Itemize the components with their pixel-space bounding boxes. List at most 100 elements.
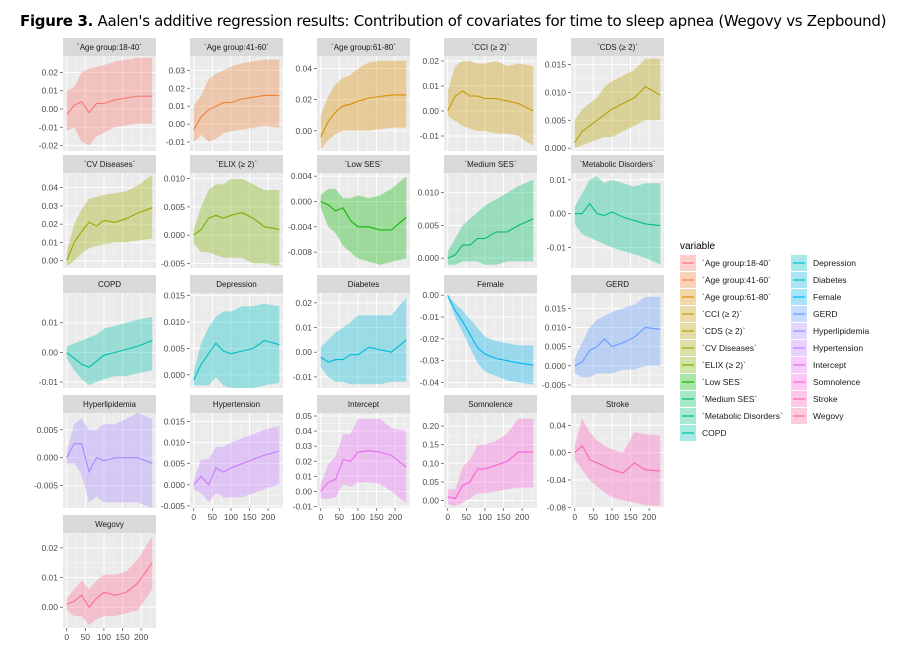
facet-strip xyxy=(571,395,664,413)
legend-label: `Age group:61-80` xyxy=(702,292,771,302)
facet-strip xyxy=(63,275,156,293)
x-tick-label: 200 xyxy=(388,512,402,522)
y-tick-label: -0.01 xyxy=(420,312,440,322)
y-tick-label: 0.00 xyxy=(41,602,58,612)
facet-strip-label: Depression xyxy=(216,280,256,289)
figure-caption: Aalen's additive regression results: Con… xyxy=(97,12,887,30)
y-tick-label: 0.05 xyxy=(422,477,439,487)
y-tick-label: 0.03 xyxy=(295,441,312,451)
y-tick-label: 0.15 xyxy=(422,440,439,450)
estimate-line xyxy=(66,207,153,261)
y-tick-label: 0.00 xyxy=(41,256,58,266)
facet-panel: `Age group:18-40` -0.02 -0.01 0.00 0.01 0.02 xyxy=(39,38,156,151)
legend-label: Wegovy xyxy=(813,411,844,421)
facet-panel: `ELIX (≥ 2)` -0.005 0.000 0.005 0.010 xyxy=(161,155,283,268)
y-tick-label: 0.000 xyxy=(164,370,186,380)
y-tick-label: 0.015 xyxy=(545,303,567,313)
y-tick-label: 0.00 xyxy=(295,347,312,357)
confidence-ribbon xyxy=(193,178,280,267)
y-tick-label: 0.010 xyxy=(164,317,186,327)
legend-item: `CV Diseases` xyxy=(680,340,757,356)
confidence-ribbon xyxy=(66,174,153,267)
facet-strip-label: `CV Diseases` xyxy=(84,160,136,169)
facet-strip xyxy=(444,38,537,56)
y-tick-label: 0.010 xyxy=(418,188,440,198)
facet-panel: `CCI (≥ 2)` -0.01 0.00 0.01 0.02 xyxy=(420,38,537,151)
panel-background xyxy=(190,173,283,268)
x-tick-label: 50 xyxy=(335,512,345,522)
panel-background xyxy=(190,56,283,151)
estimate-line xyxy=(193,94,280,130)
panel-background xyxy=(317,56,410,151)
figure-title: Figure 3. Aalen's additive regression re… xyxy=(20,12,886,30)
y-tick-label: -0.02 xyxy=(39,141,59,151)
estimate-line xyxy=(66,339,153,368)
y-tick-label: -0.01 xyxy=(547,243,567,253)
x-tick-label: 0 xyxy=(64,632,69,642)
y-tick-label: 0.005 xyxy=(164,202,186,212)
legend-label: GERD xyxy=(813,309,838,319)
facet-strip-label: Intercept xyxy=(348,400,380,409)
y-tick-label: 0.02 xyxy=(41,67,58,77)
y-tick-label: 0.00 xyxy=(41,347,58,357)
facet-strip xyxy=(571,155,664,173)
x-tick-label: 150 xyxy=(115,632,129,642)
y-tick-label: 0.010 xyxy=(545,87,567,97)
y-tick-label: -0.008 xyxy=(288,247,312,257)
estimate-line xyxy=(66,95,153,115)
legend-label: Hyperlipidemia xyxy=(813,326,869,336)
facet-panel: `Age group:61-80` 0.00 0.02 0.04 xyxy=(295,38,410,151)
facet-panel: Diabetes -0.01 0.00 0.01 0.02 xyxy=(293,275,410,388)
confidence-ribbon xyxy=(574,176,661,265)
y-tick-label: 0.04 xyxy=(549,420,566,430)
legend-label: `Age group:18-40` xyxy=(702,258,771,268)
y-tick-label: 0.04 xyxy=(295,63,312,73)
y-tick-label: 0.01 xyxy=(41,237,58,247)
legend-item: Hyperlipidemia xyxy=(791,323,869,339)
y-tick-label: -0.03 xyxy=(420,356,440,366)
facet-panel: `CDS (≥ 2)` 0.000 0.005 0.010 0.015 xyxy=(545,38,664,153)
panel-background xyxy=(571,413,664,508)
facet-panel: GERD -0.005 0.000 0.005 0.010 0.015 xyxy=(542,275,664,390)
legend-item: Diabetes xyxy=(791,272,847,288)
x-tick-label: 50 xyxy=(589,512,599,522)
facet-strip xyxy=(317,38,410,56)
legend-item: `Age group:61-80` xyxy=(680,289,771,305)
facet-strip xyxy=(63,155,156,173)
y-tick-label: 0.000 xyxy=(164,480,186,490)
y-tick-label: 0.01 xyxy=(41,86,58,96)
x-tick-label: 50 xyxy=(81,632,91,642)
legend-item: Female xyxy=(791,289,842,305)
panel-background xyxy=(444,173,537,268)
estimate-line xyxy=(574,86,661,143)
y-tick-label: 0.005 xyxy=(164,459,186,469)
y-tick-label: -0.005 xyxy=(542,380,566,390)
facet-panel: `Low SES` -0.008 -0.004 0.000 0.004 xyxy=(288,155,410,268)
confidence-ribbon xyxy=(66,316,153,385)
y-tick-label: 0.010 xyxy=(164,438,186,448)
estimate-line xyxy=(447,294,534,366)
y-tick-label: 0.01 xyxy=(549,175,566,185)
y-tick-label: -0.04 xyxy=(420,378,440,388)
facet-strip xyxy=(571,275,664,293)
y-tick-label: 0.03 xyxy=(168,65,185,75)
estimate-line xyxy=(574,202,661,227)
x-tick-label: 200 xyxy=(515,512,529,522)
facet-strip xyxy=(317,155,410,173)
y-tick-label: 0.01 xyxy=(41,573,58,583)
panel-background xyxy=(317,293,410,388)
confidence-ribbon xyxy=(574,58,661,149)
y-tick-label: -0.005 xyxy=(34,481,58,491)
y-tick-label: 0.015 xyxy=(164,291,186,301)
facet-strip-label: Wegovy xyxy=(95,520,124,529)
y-tick-label: -0.02 xyxy=(420,334,440,344)
panel-background xyxy=(317,413,410,508)
x-tick-label: 0 xyxy=(445,512,450,522)
y-tick-label: 0.010 xyxy=(164,174,186,184)
facet-strip xyxy=(444,155,537,173)
panel-background xyxy=(571,293,664,388)
legend-label: `CV Diseases` xyxy=(702,343,757,353)
estimate-line xyxy=(320,94,407,138)
facet-strip-label: `Age group:18-40` xyxy=(77,43,142,52)
